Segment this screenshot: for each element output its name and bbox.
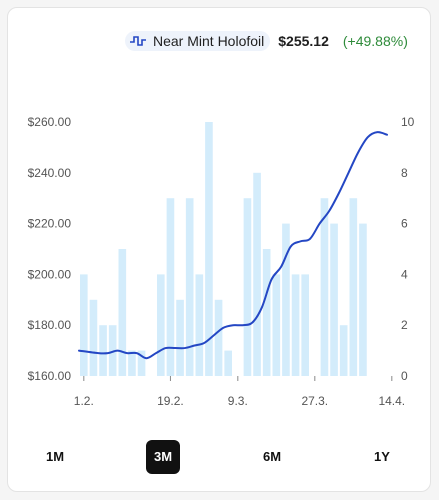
volume-bar [339, 325, 348, 376]
x-axis-tick-label: 1.2. [74, 394, 94, 408]
range-1y-button[interactable]: 1Y [374, 449, 390, 464]
volume-bar [214, 299, 223, 376]
volume-bar [320, 198, 329, 376]
range-selector: 1M 3M 6M 1Y [0, 440, 439, 476]
right-axis: 10 8 6 4 2 0 [401, 115, 415, 383]
left-axis-tick: $240.00 [28, 166, 72, 180]
price-line [78, 131, 388, 360]
volume-bar [118, 249, 127, 376]
volume-bar [359, 223, 367, 376]
volume-bar [137, 350, 146, 376]
x-axis-tick-label: 27.3. [301, 394, 328, 408]
volume-bar [176, 299, 184, 376]
volume-bar [108, 325, 117, 376]
volume-bar [89, 299, 98, 376]
volume-bar [291, 274, 300, 376]
legend-series-name: Near Mint Holofoil [153, 33, 265, 49]
volume-bar [253, 172, 261, 376]
volume-bar [282, 223, 290, 376]
left-axis-tick: $200.00 [28, 267, 72, 281]
left-axis-tick: $160.00 [28, 369, 72, 383]
chart-legend[interactable]: Near Mint Holofoil $255.12 (+49.88%) [125, 30, 408, 52]
legend-change: (+49.88%) [342, 33, 408, 49]
right-axis-tick: 10 [401, 115, 415, 129]
volume-bar [262, 249, 271, 376]
legend-price: $255.12 [278, 33, 329, 49]
volume-bar [157, 274, 165, 376]
x-axis-tick-label: 19.2. [157, 394, 184, 408]
volume-bar [330, 223, 338, 376]
range-3m-button[interactable]: 3M [146, 440, 180, 474]
volume-bar [349, 198, 358, 376]
price-line-layer [78, 131, 388, 360]
right-axis-tick: 0 [401, 369, 408, 383]
x-axis-tick-label: 9.3. [228, 394, 248, 408]
legend-badge[interactable]: Near Mint Holofoil [125, 31, 271, 51]
volume-bar [185, 198, 194, 376]
volume-bar [301, 274, 309, 376]
volume-bar [128, 350, 136, 376]
left-axis-tick: $180.00 [28, 318, 72, 332]
range-1m-button[interactable]: 1M [45, 449, 65, 464]
volume-bars [80, 122, 367, 376]
volume-bar [224, 350, 232, 376]
right-axis-tick: 6 [401, 217, 408, 231]
volume-bar [99, 325, 107, 376]
left-axis-tick: $260.00 [28, 115, 72, 129]
volume-bar [166, 198, 175, 376]
x-axis-tick-label: 14.4. [378, 394, 405, 408]
volume-bar [272, 274, 281, 376]
left-axis: $260.00 $240.00 $220.00 $200.00 $180.00 $160.… [28, 115, 72, 383]
range-6m-button[interactable]: 6M [262, 449, 282, 464]
price-chart: $260.00 $240.00 $220.00 $200.00 $180.00 $160.… [28, 115, 415, 408]
right-axis-tick: 4 [401, 267, 408, 281]
right-axis-tick: 2 [401, 318, 408, 332]
right-axis-tick: 8 [401, 166, 408, 180]
volume-bar [243, 198, 252, 376]
volume-bar [195, 274, 204, 376]
left-axis-tick: $220.00 [28, 217, 72, 231]
x-axis: 1.2. 19.2. 9.3. 27.3. 14.4. [74, 376, 405, 408]
volume-bar [205, 122, 213, 376]
volume-bar [80, 274, 88, 376]
pulse-icon [130, 36, 146, 46]
